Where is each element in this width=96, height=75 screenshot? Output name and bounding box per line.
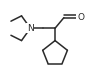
Text: N: N — [27, 24, 34, 33]
Text: O: O — [77, 13, 84, 22]
